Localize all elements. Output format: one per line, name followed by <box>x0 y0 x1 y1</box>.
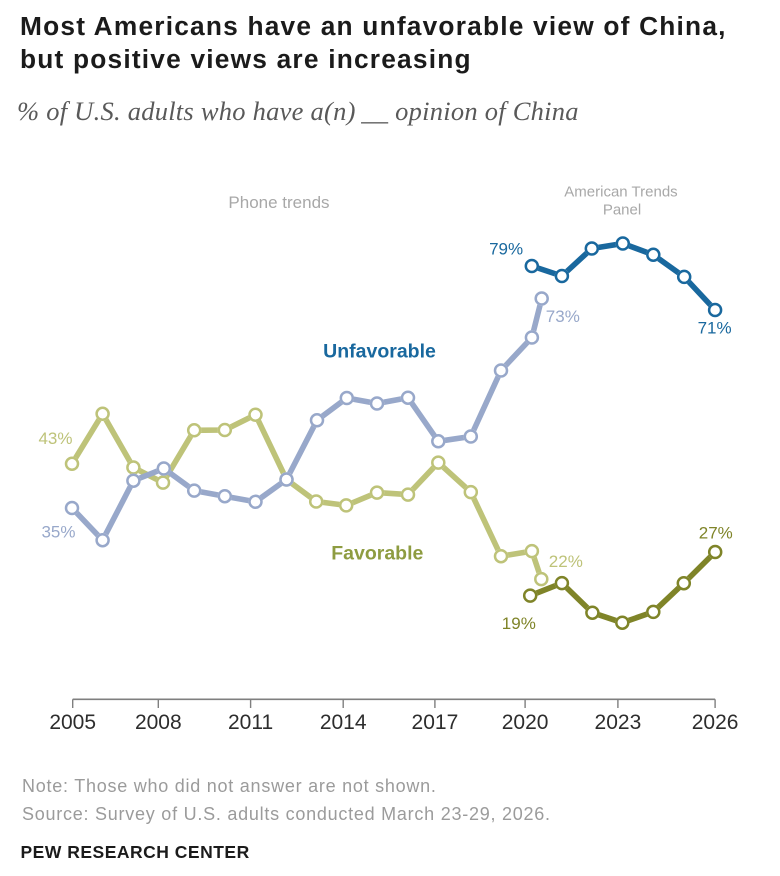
svg-text:American Trends: American Trends <box>564 184 677 201</box>
svg-text:2005: 2005 <box>49 711 96 734</box>
svg-text:27%: 27% <box>699 524 733 543</box>
svg-text:73%: 73% <box>546 307 580 326</box>
svg-text:79%: 79% <box>489 240 523 259</box>
svg-text:2014: 2014 <box>320 711 367 734</box>
svg-text:19%: 19% <box>502 614 536 633</box>
svg-text:22%: 22% <box>549 552 583 571</box>
svg-text:2017: 2017 <box>412 711 459 734</box>
svg-text:35%: 35% <box>41 523 75 542</box>
svg-text:Unfavorable: Unfavorable <box>323 341 436 363</box>
svg-text:2008: 2008 <box>135 711 182 734</box>
svg-text:Panel: Panel <box>603 202 641 219</box>
svg-text:Phone trends: Phone trends <box>228 193 329 212</box>
svg-text:2026: 2026 <box>692 711 739 734</box>
svg-text:2011: 2011 <box>228 711 273 734</box>
svg-text:43%: 43% <box>38 429 72 448</box>
svg-text:71%: 71% <box>698 319 732 338</box>
svg-text:2023: 2023 <box>595 711 642 734</box>
svg-text:Favorable: Favorable <box>331 543 423 565</box>
svg-text:2020: 2020 <box>502 711 549 734</box>
